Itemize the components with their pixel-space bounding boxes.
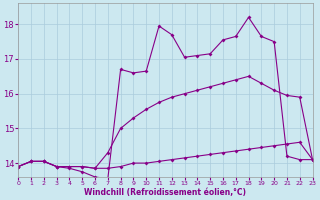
X-axis label: Windchill (Refroidissement éolien,°C): Windchill (Refroidissement éolien,°C) (84, 188, 246, 197)
